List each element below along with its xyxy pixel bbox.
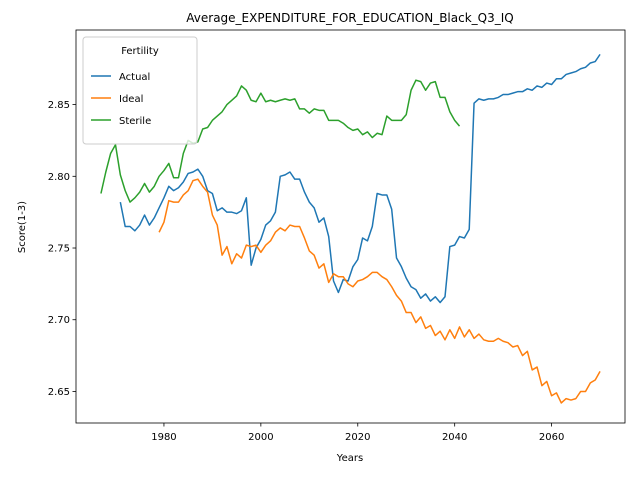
x-axis-label: Years: [336, 453, 363, 464]
data-line: [100, 79, 461, 203]
plot-frame: [75, 29, 626, 424]
y-axis-label: Score(1-3): [17, 201, 28, 253]
y-tick-label: 2.65: [48, 387, 70, 398]
x-tick-label: 2020: [345, 432, 370, 443]
y-tick-label: 2.70: [48, 315, 70, 326]
y-tick-label: 2.80: [48, 172, 70, 183]
x-tick-label: 1980: [151, 432, 176, 443]
legend-title: Fertility: [121, 46, 159, 57]
data-line: [158, 178, 601, 404]
legend-box: [82, 36, 198, 145]
x-tick-label: 2040: [442, 432, 467, 443]
legend: Fertility Actual Ideal Sterile: [82, 36, 198, 145]
data-line: [119, 53, 601, 304]
legend-label: Actual: [119, 72, 150, 83]
legend-label: Sterile: [119, 116, 151, 127]
x-tick-label: 2000: [248, 432, 273, 443]
legend-label: Ideal: [119, 94, 143, 105]
y-tick-label: 2.75: [48, 244, 70, 255]
y-tick-label: 2.85: [48, 100, 70, 111]
chart-title: Average_EXPENDITURE_FOR_EDUCATION_Black_…: [186, 11, 513, 25]
x-tick-label: 2060: [539, 432, 564, 443]
